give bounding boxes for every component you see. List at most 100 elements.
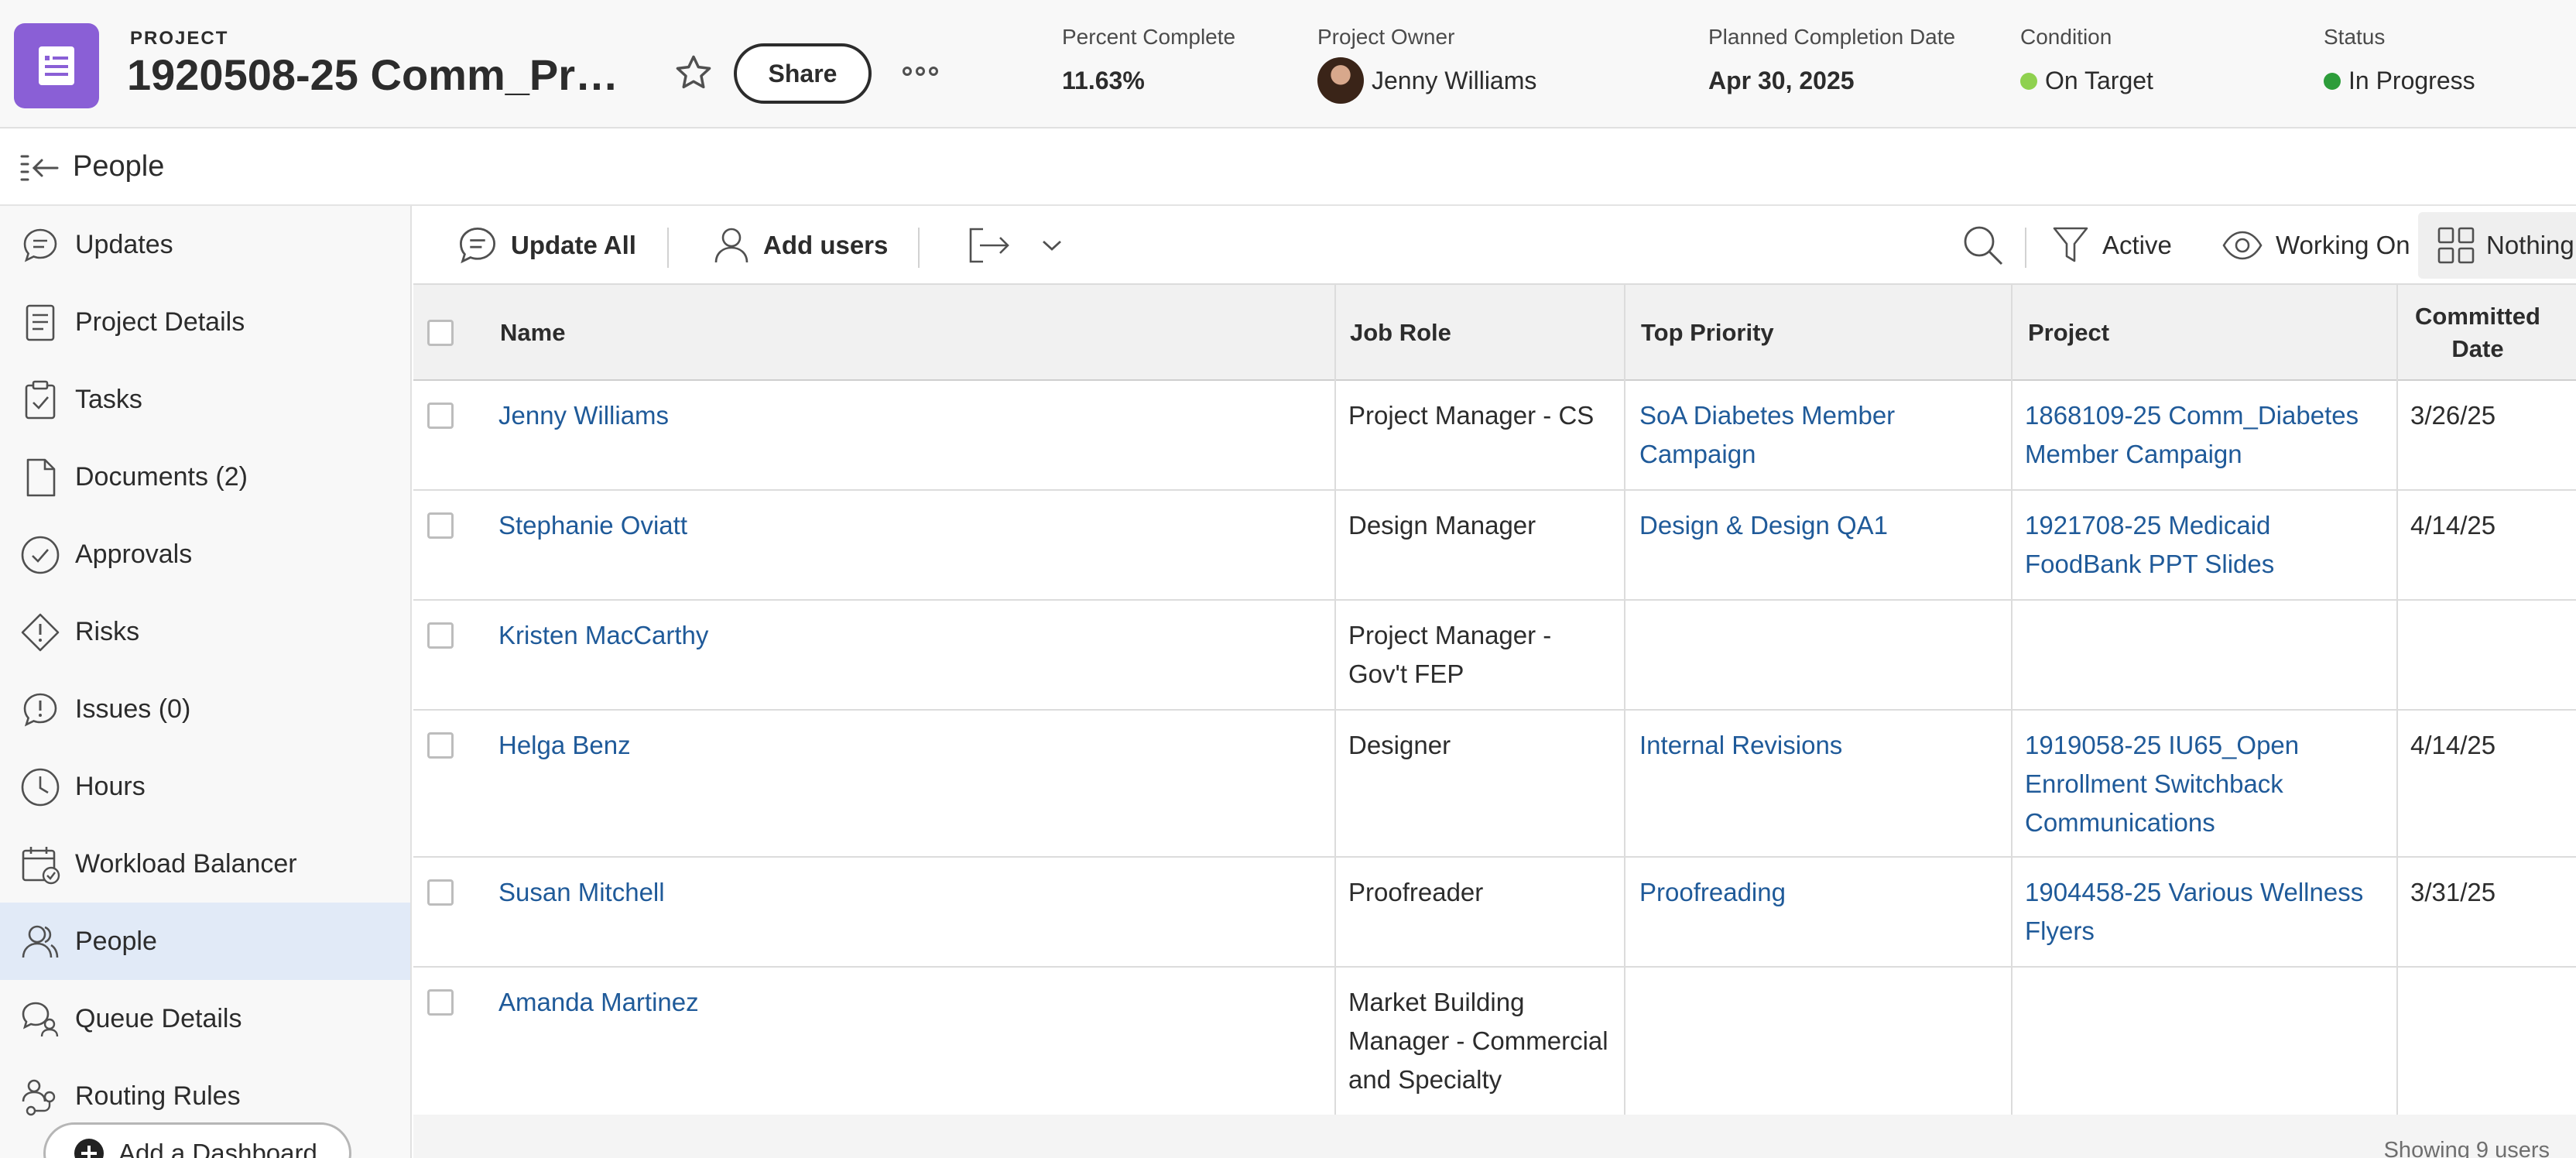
column-divider bbox=[1334, 285, 1336, 1115]
sidebar-item-approvals[interactable]: Approvals bbox=[0, 516, 410, 593]
sidebar-item-queue-details[interactable]: Queue Details bbox=[0, 980, 410, 1057]
view-button[interactable]: Working On bbox=[2221, 221, 2410, 269]
grouping-button[interactable]: Nothing bbox=[2418, 212, 2576, 279]
add-users-button[interactable]: Add users bbox=[712, 221, 888, 269]
sidebar-item-label: Workload Balancer bbox=[75, 848, 297, 879]
sidebar-item-label: Hours bbox=[75, 771, 146, 801]
row-checkbox[interactable] bbox=[427, 512, 454, 539]
owner-avatar[interactable] bbox=[1317, 57, 1364, 104]
grid-icon bbox=[2437, 227, 2475, 264]
export-icon[interactable] bbox=[968, 221, 1011, 269]
chevron-down-icon[interactable] bbox=[1040, 221, 1064, 269]
person-name-link[interactable]: Jenny Williams bbox=[498, 401, 670, 430]
person-name-link[interactable]: Stephanie Oviatt bbox=[498, 511, 687, 540]
add-dashboard-button[interactable]: Add a Dashboard bbox=[43, 1122, 351, 1158]
sidebar-item-hours[interactable]: Hours bbox=[0, 748, 410, 825]
collapse-sidebar-icon[interactable] bbox=[20, 152, 60, 190]
sidebar-item-documents[interactable]: Documents (2) bbox=[0, 438, 410, 516]
project-link[interactable]: 1868109-25 Comm_Diabetes Member Campaign bbox=[2025, 401, 2359, 468]
column-header-top-priority[interactable]: Top Priority bbox=[1641, 319, 1774, 346]
row-checkbox[interactable] bbox=[427, 989, 454, 1016]
filter-icon bbox=[2053, 227, 2088, 262]
page-title: People bbox=[73, 150, 165, 183]
planned-completion-value[interactable]: Apr 30, 2025 bbox=[1708, 67, 1855, 94]
people-table: Name Job Role Top Priority Project Commi… bbox=[413, 285, 2576, 1115]
committed-date-cell: 3/26/25 bbox=[2410, 401, 2496, 430]
top-priority-link[interactable]: Design & Design QA1 bbox=[1639, 511, 1888, 540]
table-row[interactable]: Helga Benz Designer Internal Revisions 1… bbox=[413, 711, 2576, 858]
table-row[interactable]: Jenny Williams Project Manager - CS SoA … bbox=[413, 381, 2576, 491]
routing-icon bbox=[19, 1077, 62, 1117]
table-row[interactable]: Amanda Martinez Market Building Manager … bbox=[413, 968, 2576, 1115]
filter-button[interactable]: Active bbox=[2051, 221, 2172, 269]
project-title[interactable]: 1920508-25 Comm_Pro... bbox=[127, 50, 630, 99]
row-checkbox[interactable] bbox=[427, 403, 454, 429]
row-checkbox[interactable] bbox=[427, 879, 454, 906]
table-row[interactable]: Stephanie Oviatt Design Manager Design &… bbox=[413, 491, 2576, 601]
speech-bubble-icon bbox=[19, 225, 62, 266]
top-priority-link[interactable]: Internal Revisions bbox=[1639, 731, 1843, 759]
sidebar-item-tasks[interactable]: Tasks bbox=[0, 361, 410, 438]
user-icon bbox=[714, 228, 748, 263]
sidebar-item-risks[interactable]: Risks bbox=[0, 593, 410, 670]
sidebar-item-issues[interactable]: Issues (0) bbox=[0, 670, 410, 748]
column-header-job-role[interactable]: Job Role bbox=[1350, 319, 1451, 346]
row-checkbox[interactable] bbox=[427, 732, 454, 759]
project-owner-name[interactable]: Jenny Williams bbox=[1372, 66, 1537, 94]
sidebar-item-updates[interactable]: Updates bbox=[0, 206, 410, 283]
row-checkbox[interactable] bbox=[427, 622, 454, 649]
sidebar-item-label: Risks bbox=[75, 616, 140, 646]
committed-date-cell: 4/14/25 bbox=[2410, 511, 2496, 540]
toolbar-divider bbox=[918, 228, 920, 268]
person-name-link[interactable]: Susan Mitchell bbox=[498, 878, 665, 906]
sidebar-item-label: Documents (2) bbox=[75, 461, 248, 492]
project-link[interactable]: 1904458-25 Various Wellness Flyers bbox=[2025, 878, 2364, 945]
share-button[interactable]: Share bbox=[734, 43, 872, 104]
toolbar-divider bbox=[2025, 228, 2026, 268]
clipboard-check-icon bbox=[19, 380, 62, 420]
project-link[interactable]: 1919058-25 IU65_Open Enrollment Switchba… bbox=[2025, 731, 2300, 837]
sidebar-item-label: Approvals bbox=[75, 539, 193, 569]
sidebar-item-label: Project Details bbox=[75, 307, 245, 337]
top-priority-link[interactable]: Proofreading bbox=[1639, 878, 1786, 906]
condition-value[interactable]: On Target bbox=[2045, 67, 2153, 94]
favorite-star-icon[interactable] bbox=[672, 51, 715, 94]
sidebar-item-label: Tasks bbox=[75, 384, 142, 414]
update-all-label: Update All bbox=[511, 231, 636, 259]
table-row[interactable]: Susan Mitchell Proofreader Proofreading … bbox=[413, 858, 2576, 968]
sidebar-item-people[interactable]: People bbox=[0, 903, 410, 980]
project-owner-field: Project Owner Jenny Williams bbox=[1317, 25, 1536, 104]
column-header-name[interactable]: Name bbox=[500, 319, 566, 346]
sidebar-item-label: Updates bbox=[75, 229, 173, 259]
column-divider bbox=[1624, 285, 1625, 1115]
status-value[interactable]: In Progress bbox=[2348, 67, 2475, 94]
update-all-button[interactable]: Update All bbox=[457, 221, 636, 269]
sidebar-item-workload-balancer[interactable]: Workload Balancer bbox=[0, 825, 410, 903]
planned-completion-label: Planned Completion Date bbox=[1708, 25, 1956, 49]
project-icon bbox=[14, 23, 99, 108]
committed-date-cell: 3/31/25 bbox=[2410, 878, 2496, 906]
project-owner-label: Project Owner bbox=[1317, 25, 1455, 49]
percent-complete-label: Percent Complete bbox=[1062, 25, 1236, 49]
project-link[interactable]: 1921708-25 Medicaid FoodBank PPT Slides bbox=[2025, 511, 2275, 578]
search-icon[interactable] bbox=[1961, 221, 2005, 269]
table-row[interactable]: Kristen MacCarthy Project Manager - Gov'… bbox=[413, 601, 2576, 711]
document-lines-icon bbox=[19, 303, 62, 343]
file-icon bbox=[19, 457, 62, 498]
column-header-project[interactable]: Project bbox=[2028, 319, 2110, 346]
sidebar-item-label: Routing Rules bbox=[75, 1081, 241, 1111]
committed-date-cell: 4/14/25 bbox=[2410, 731, 2496, 759]
sidebar-item-project-details[interactable]: Project Details bbox=[0, 283, 410, 361]
sidebar-item-label: Issues (0) bbox=[75, 694, 191, 724]
sidebar-item-routing-rules[interactable]: Routing Rules bbox=[0, 1057, 410, 1135]
person-name-link[interactable]: Helga Benz bbox=[498, 731, 631, 759]
grouping-label: Nothing bbox=[2486, 231, 2574, 259]
column-header-committed-date[interactable]: Committed Date bbox=[2415, 303, 2540, 362]
more-options-icon[interactable] bbox=[895, 56, 946, 87]
person-name-link[interactable]: Amanda Martinez bbox=[498, 988, 699, 1016]
person-name-link[interactable]: Kristen MacCarthy bbox=[498, 621, 709, 649]
top-priority-link[interactable]: SoA Diabetes Member Campaign bbox=[1639, 401, 1896, 468]
select-all-checkbox[interactable] bbox=[427, 320, 454, 346]
filter-label: Active bbox=[2102, 231, 2172, 259]
add-dashboard-label: Add a Dashboard bbox=[118, 1139, 317, 1158]
